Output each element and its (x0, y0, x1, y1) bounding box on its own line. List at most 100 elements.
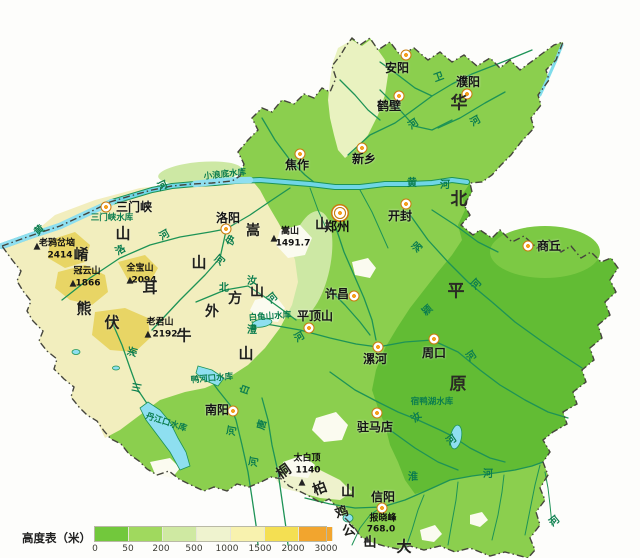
river-name-char: 河 (248, 456, 261, 468)
small-lake-1 (71, 349, 81, 355)
river-name-char: 澧 (247, 325, 257, 336)
danjiangkou-reservoir (139, 401, 191, 471)
mountain-range-char: 山 (238, 344, 254, 363)
city-marker (356, 142, 368, 154)
xinyang-lake (342, 513, 354, 523)
peak-triangle-icon: ▲ (144, 329, 152, 340)
city-label: 新乡 (351, 152, 377, 166)
mountain-range-char: 耳 (142, 278, 158, 297)
mountain-range-char: 山 (191, 253, 207, 272)
high-elevation-white (150, 225, 488, 542)
legend-tick-labels: 0 50 200 500 1000 1500 2000 3000 (0, 544, 640, 556)
legend-tick: 0 (92, 544, 98, 554)
river-name-char: 汝 (247, 276, 257, 287)
province-border (0, 36, 619, 558)
legend-tick: 1500 (248, 544, 272, 554)
city-label: 驻马店 (356, 420, 394, 434)
peak-name: 报晓峰 (369, 513, 397, 524)
peak-triangle-icon: ▲ (270, 233, 278, 244)
city-label: 焦作 (284, 158, 310, 172)
mountain-range-char: 熊 (76, 299, 92, 318)
plain-region-char: 北 (450, 189, 468, 210)
peak-name: 太白顶 (293, 453, 321, 464)
city-marker (348, 290, 360, 302)
river-name-char: 黄 (407, 178, 417, 189)
peak-name: 老鸦岔垴 (38, 238, 76, 249)
legend-tick: 200 (152, 544, 170, 554)
reservoirs (71, 318, 463, 523)
reservoir-label: 三门峡水库 (90, 212, 134, 223)
mountain-range-char: 伏 (104, 313, 120, 332)
city-marker (220, 223, 232, 235)
mountain-range-char: 大 (396, 537, 412, 556)
legend-tick: 50 (122, 544, 134, 554)
peak-elevation: 1866 (75, 278, 101, 289)
legend-swatch (265, 527, 299, 541)
river-name-char: 河 (440, 180, 450, 191)
city-marker (393, 90, 405, 102)
river-name-char: 川 (131, 382, 144, 394)
mountain-range-char: 方 (228, 291, 242, 307)
city-label: 三门峡 (115, 200, 153, 214)
plain-region-char: 原 (449, 374, 467, 395)
city-marker (376, 502, 388, 514)
city-marker (522, 240, 534, 252)
capital-label: 郑州 (324, 218, 350, 234)
plain-region-char: 平 (447, 281, 465, 302)
city-label: 鹤壁 (376, 99, 402, 113)
capital-marker (334, 207, 346, 219)
peak-name: 嵩山 (280, 226, 300, 237)
city-label: 许昌 (324, 287, 350, 301)
legend-tick: 500 (185, 544, 203, 554)
city-label: 安阳 (384, 61, 410, 75)
city-label: 平顶山 (296, 309, 334, 323)
city-label: 信阳 (370, 490, 396, 504)
river-name-char: 北 (219, 283, 229, 294)
peak-elevation: 1140 (295, 465, 321, 476)
mountain-range-char: 山 (315, 217, 329, 233)
peak-elevation: 2414 (47, 250, 73, 261)
mountain-range-char: 牛 (176, 326, 192, 345)
mountain-range-char: 公 (341, 522, 357, 540)
mountain-range-char: 外 (205, 304, 219, 320)
city-marker (227, 405, 239, 417)
city-label: 漯河 (362, 352, 388, 366)
legend-swatch (163, 527, 197, 541)
yahekou-reservoir (195, 365, 225, 387)
peak-elevation: 2094 (131, 275, 157, 286)
river-name-char: 河 (226, 425, 239, 437)
city-marker (294, 148, 306, 160)
city-label: 开封 (387, 209, 413, 223)
peak-triangle-icon: ▲ (69, 278, 77, 289)
peak-name: 冠云山 (73, 266, 101, 277)
mountain-range-char: 山 (341, 484, 355, 500)
legend-swatch (231, 527, 265, 541)
peak-name: 全宝山 (126, 263, 154, 274)
city-label: 周口 (421, 346, 447, 360)
city-marker (372, 341, 384, 353)
legend-tick: 1000 (215, 544, 239, 554)
river-name-char: 河 (483, 469, 493, 480)
peak-elevation: 2192 (152, 329, 178, 340)
legend-swatch (197, 527, 231, 541)
city-marker (400, 198, 412, 210)
city-marker (461, 88, 473, 100)
mountain-range-char: 山 (250, 284, 264, 300)
peak-triangle-icon: ▲ (33, 241, 41, 252)
legend-color-bar (94, 526, 333, 542)
peak-triangle-icon: ▲ (126, 275, 134, 286)
mountain-range-char: 山 (363, 535, 377, 551)
city-marker (428, 333, 440, 345)
mountain-range-char: 嵩 (246, 223, 260, 239)
mountain-range-char: 山 (115, 224, 131, 243)
peak-triangle-icon: ▲ (363, 534, 371, 545)
baiguishan-reservoir (251, 318, 273, 328)
city-label: 洛阳 (215, 211, 241, 225)
city-label: 商丘 (536, 239, 562, 253)
legend-swatch (95, 527, 129, 541)
suyahu-reservoir (449, 424, 463, 450)
legend-title: 高度表（米） (22, 531, 91, 545)
peak-triangle-icon: ▲ (298, 477, 306, 488)
